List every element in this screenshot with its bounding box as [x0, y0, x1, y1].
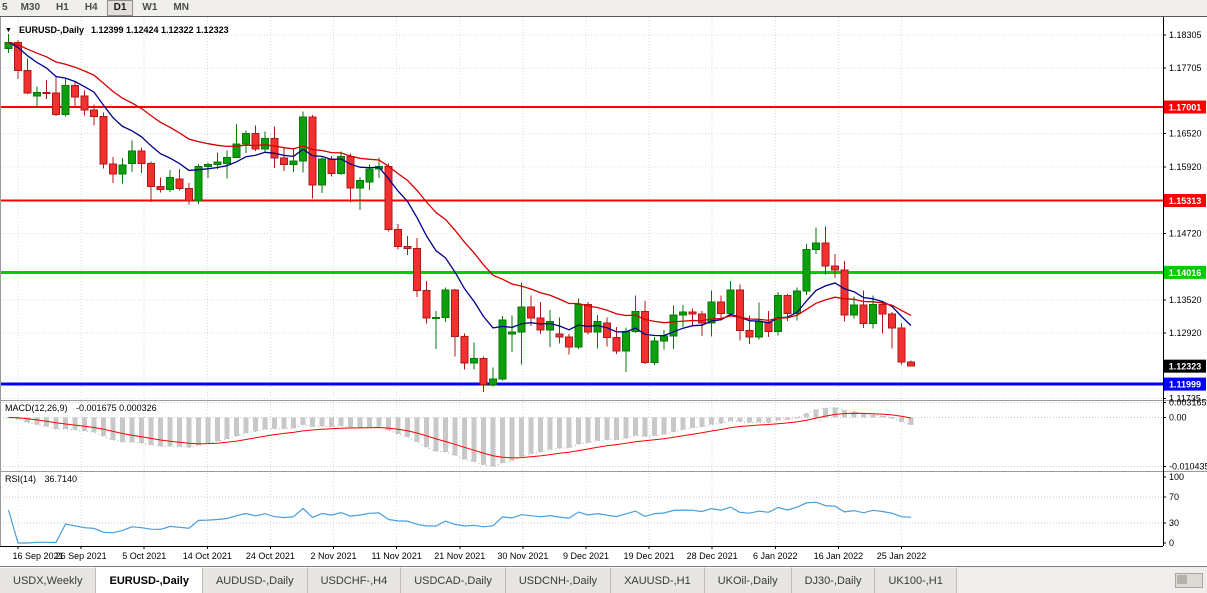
svg-text:0: 0 [1169, 538, 1174, 548]
svg-text:0.003165: 0.003165 [1169, 398, 1207, 408]
svg-text:28 Dec 2021: 28 Dec 2021 [687, 551, 738, 561]
rsi-header: RSI(14) 36.7140 [5, 474, 83, 484]
timeframe-button-m30[interactable]: M30 [20, 2, 41, 13]
svg-text:5 Oct 2021: 5 Oct 2021 [122, 551, 166, 561]
svg-text:16 Jan 2022: 16 Jan 2022 [814, 551, 864, 561]
tab-ukoil-daily[interactable]: UKOil-,Daily [704, 567, 792, 593]
svg-text:19 Dec 2021: 19 Dec 2021 [624, 551, 675, 561]
tab-dj30-daily[interactable]: DJ30-,Daily [791, 567, 876, 593]
macd-header: MACD(12,26,9) -0.001675 0.000326 [5, 403, 163, 413]
svg-text:1.16520: 1.16520 [1169, 129, 1202, 139]
chart-window: 1.18305 1.17705 1.16520 1.15920 1.14720 1.135… [0, 17, 1207, 566]
svg-text:-0.010435: -0.010435 [1169, 461, 1207, 471]
timeframe-button-d1[interactable]: D1 [106, 0, 134, 16]
svg-text:30: 30 [1169, 518, 1179, 528]
svg-text:1.15920: 1.15920 [1169, 162, 1202, 172]
collapse-chart-icon[interactable]: ▼ [5, 26, 12, 34]
svg-text:1.12323: 1.12323 [1169, 362, 1202, 372]
grid-layer [0, 17, 1163, 546]
chart-symbol-period: EURUSD-,Daily [18, 25, 84, 35]
svg-text:1.18305: 1.18305 [1169, 30, 1202, 40]
tab-usdx-weekly[interactable]: USDX,Weekly [0, 567, 97, 593]
tab-xauusd-h1[interactable]: XAUUSD-,H1 [611, 567, 705, 593]
svg-text:1.15313: 1.15313 [1169, 196, 1202, 206]
tab-uk100-h1[interactable]: UK100-,H1 [875, 567, 957, 593]
svg-text:26 Sep 2021: 26 Sep 2021 [56, 551, 107, 561]
svg-text:30 Nov 2021: 30 Nov 2021 [497, 551, 548, 561]
rsi-indicator-name: RSI(14) [5, 474, 37, 484]
svg-text:1.12920: 1.12920 [1169, 328, 1202, 338]
svg-text:14 Oct 2021: 14 Oct 2021 [183, 551, 232, 561]
tab-usdcad-daily[interactable]: USDCAD-,Daily [401, 567, 506, 593]
svg-text:1.13520: 1.13520 [1169, 295, 1202, 305]
svg-text:24 Oct 2021: 24 Oct 2021 [246, 551, 295, 561]
macd-indicator-values: -0.001675 0.000326 [76, 403, 157, 413]
rsi-layer [7, 501, 912, 544]
svg-text:16 Sep 2021: 16 Sep 2021 [12, 551, 63, 561]
timeframe-toolbar: 5 M30 H1 H4 D1 W1 MN [0, 0, 1207, 17]
svg-text:9 Dec 2021: 9 Dec 2021 [563, 551, 609, 561]
timeframe-button-5[interactable]: 5 [2, 2, 8, 13]
svg-text:25 Jan 2022: 25 Jan 2022 [877, 551, 927, 561]
rsi-indicator-value: 36.7140 [44, 474, 78, 484]
svg-text:21 Nov 2021: 21 Nov 2021 [434, 551, 485, 561]
tab-scrollbar-thumb[interactable] [1177, 574, 1187, 584]
svg-text:11 Nov 2021: 11 Nov 2021 [371, 551, 421, 561]
moving-averages-layer [8, 41, 912, 337]
chart-header: ▼ EURUSD-,Daily 1.12399 1.12424 1.12322 … [5, 25, 229, 35]
svg-text:1.11735: 1.11735 [1169, 394, 1201, 404]
chart-ohlc-values: 1.12399 1.12424 1.12322 1.12323 [90, 25, 229, 35]
svg-text:1.14016: 1.14016 [1169, 268, 1202, 278]
svg-text:70: 70 [1169, 492, 1179, 502]
tab-usdcnh-daily[interactable]: USDCNH-,Daily [505, 567, 612, 593]
svg-text:1.17001: 1.17001 [1169, 103, 1202, 113]
timeframe-button-h4[interactable]: H4 [84, 2, 98, 13]
svg-text:1.14720: 1.14720 [1169, 228, 1202, 238]
price-levels-layer [0, 106, 1163, 386]
svg-text:6 Jan 2022: 6 Jan 2022 [753, 551, 798, 561]
svg-text:1.17705: 1.17705 [1169, 63, 1202, 73]
svg-text:0.00: 0.00 [1169, 412, 1187, 422]
macd-indicator-name: MACD(12,26,9) [5, 403, 68, 413]
timeframe-button-h1[interactable]: H1 [56, 2, 69, 13]
price-axis[interactable]: 1.18305 1.17705 1.16520 1.15920 1.14720 1.135… [1163, 30, 1207, 548]
macd-layer [6, 407, 914, 467]
pane-borders [0, 17, 1207, 547]
tab-eurusd-daily[interactable]: EURUSD-,Daily [96, 567, 203, 593]
svg-text:100: 100 [1169, 472, 1184, 482]
tab-usdchf-h4[interactable]: USDCHF-,H4 [307, 567, 402, 593]
svg-text:2 Nov 2021: 2 Nov 2021 [311, 551, 357, 561]
candlestick-chart[interactable]: 1.18305 1.17705 1.16520 1.15920 1.14720 1.135… [0, 17, 1207, 566]
chart-tab-bar: USDX,Weekly EURUSD-,Daily AUDUSD-,Daily USD… [0, 566, 1207, 593]
tab-audusd-daily[interactable]: AUDUSD-,Daily [202, 567, 308, 593]
svg-text:1.11999: 1.11999 [1169, 380, 1201, 390]
timeframe-button-mn[interactable]: MN [173, 2, 189, 13]
tab-scrollbar[interactable] [1175, 572, 1203, 588]
timeframe-button-w1[interactable]: W1 [142, 2, 158, 13]
